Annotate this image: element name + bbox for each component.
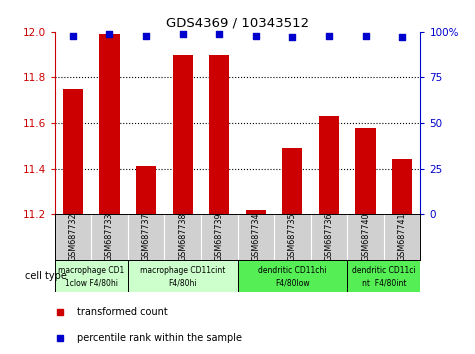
- Text: GSM687734: GSM687734: [251, 213, 260, 262]
- Point: [216, 31, 223, 36]
- Text: dendritic CD11chi: dendritic CD11chi: [258, 266, 327, 275]
- Point: [142, 33, 150, 38]
- Text: percentile rank within the sample: percentile rank within the sample: [77, 333, 242, 343]
- Bar: [128, 260, 238, 292]
- Bar: [347, 260, 420, 292]
- Text: nt  F4/80int: nt F4/80int: [361, 279, 406, 288]
- Text: GSM687736: GSM687736: [324, 213, 333, 262]
- Bar: [282, 148, 303, 214]
- Text: 1clow F4/80hi: 1clow F4/80hi: [65, 279, 118, 288]
- Bar: [319, 116, 339, 214]
- Text: GSM687740: GSM687740: [361, 213, 370, 262]
- Text: dendritic CD11ci: dendritic CD11ci: [352, 266, 416, 275]
- Text: F4/80low: F4/80low: [275, 279, 310, 288]
- Bar: [136, 166, 156, 214]
- Point: [179, 31, 186, 36]
- Text: transformed count: transformed count: [77, 307, 168, 318]
- Text: GSM687735: GSM687735: [288, 213, 297, 262]
- Bar: [172, 55, 193, 214]
- Point: [362, 33, 370, 38]
- Bar: [238, 260, 347, 292]
- Point: [398, 34, 406, 40]
- Text: GSM687737: GSM687737: [142, 213, 151, 262]
- Text: GSM687738: GSM687738: [178, 213, 187, 262]
- Bar: [99, 34, 120, 214]
- Point: [252, 33, 259, 38]
- Bar: [63, 89, 83, 214]
- Bar: [392, 160, 412, 214]
- Text: GSM687739: GSM687739: [215, 213, 224, 262]
- Point: [289, 34, 296, 40]
- Text: GSM687732: GSM687732: [68, 213, 77, 262]
- Bar: [55, 260, 128, 292]
- Text: F4/80hi: F4/80hi: [168, 279, 197, 288]
- Point: [105, 31, 113, 36]
- Title: GDS4369 / 10343512: GDS4369 / 10343512: [166, 16, 309, 29]
- Bar: [246, 210, 266, 214]
- Text: macrophage CD11cint: macrophage CD11cint: [140, 266, 225, 275]
- Bar: [209, 55, 229, 214]
- Text: macrophage CD1: macrophage CD1: [58, 266, 124, 275]
- Text: cell type: cell type: [25, 271, 67, 281]
- Point: [325, 33, 332, 38]
- Point: [69, 33, 77, 38]
- Text: GSM687733: GSM687733: [105, 213, 114, 262]
- Text: GSM687741: GSM687741: [398, 213, 407, 262]
- Bar: [355, 127, 376, 214]
